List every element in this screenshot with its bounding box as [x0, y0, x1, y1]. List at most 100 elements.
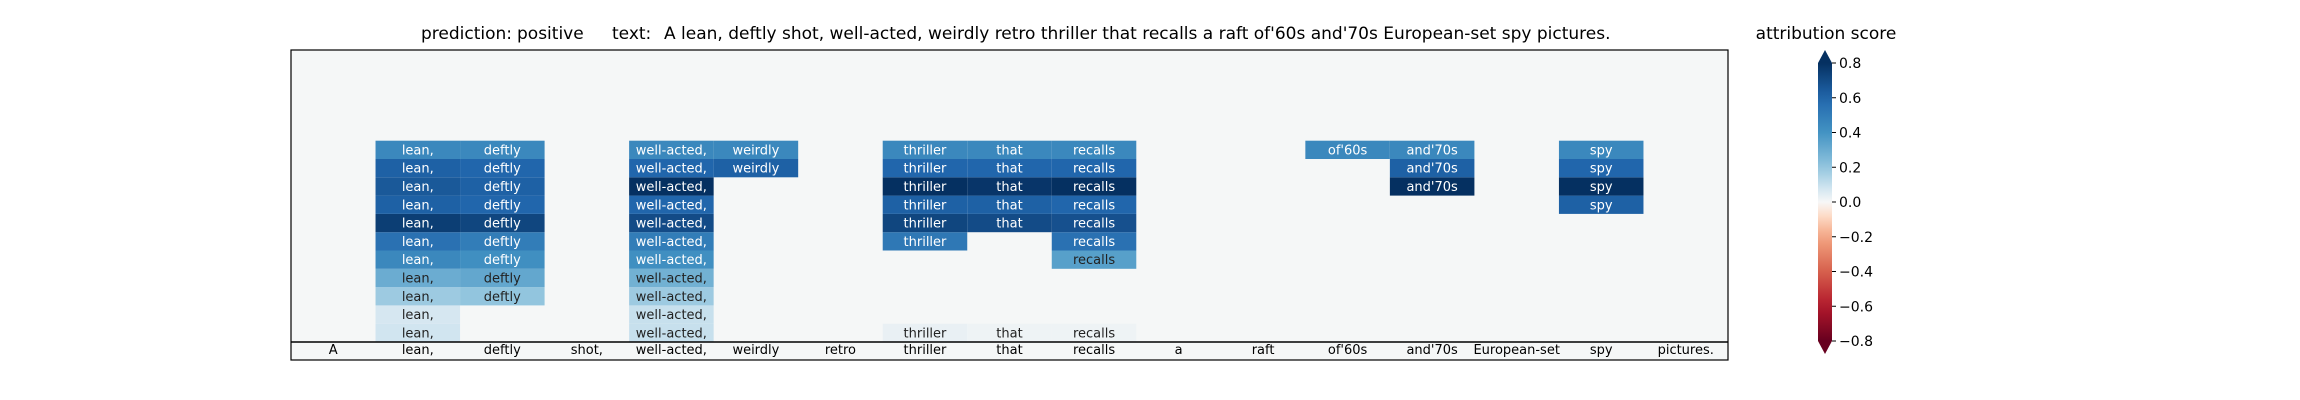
heatmap-cell	[629, 232, 714, 251]
heatmap-cell-label: well-acted,	[636, 326, 707, 341]
heatmap-cell	[460, 140, 545, 159]
heatmap-cell-label: recalls	[1073, 326, 1115, 341]
heatmap-cell	[1051, 177, 1137, 196]
heatmap-cell-label: deftly	[484, 162, 521, 177]
colorbar-tick-label: −0.4	[1839, 265, 1873, 281]
token-label: retro	[825, 343, 856, 358]
heatmap-cell	[460, 159, 545, 178]
heatmap-cell	[1051, 250, 1137, 269]
heatmap-cell-label: that	[996, 217, 1022, 232]
colorbar-tick-label: −0.2	[1839, 230, 1873, 246]
heatmap-cell	[967, 195, 1052, 214]
heatmap-cell-label: that	[996, 143, 1022, 158]
heatmap-cell-label: well-acted,	[636, 290, 707, 305]
heatmap-cell-label: deftly	[484, 290, 521, 305]
heatmap-cell-label: lean,	[402, 217, 434, 232]
heatmap-cell	[629, 140, 714, 159]
heatmap-cell-label: deftly	[484, 253, 521, 268]
heatmap-cell	[460, 232, 545, 251]
heatmap-cell-label: weirdly	[732, 143, 779, 158]
heatmap-cell	[629, 250, 714, 269]
heatmap-cell	[375, 159, 461, 178]
heatmap-cell	[629, 195, 714, 214]
heatmap-cell	[1389, 159, 1475, 178]
heatmap-cell	[460, 177, 545, 196]
heatmap-cell	[375, 268, 461, 288]
heatmap-cell-label: that	[996, 162, 1022, 177]
heatmap-cell	[1389, 140, 1475, 159]
token-label: shot,	[571, 343, 603, 358]
heatmap-cell-label: well-acted,	[636, 271, 707, 286]
token-label: pictures.	[1658, 343, 1714, 358]
heatmap-cell-label: deftly	[484, 180, 521, 195]
heatmap-cell	[629, 213, 714, 233]
heatmap-cell	[1558, 140, 1644, 159]
heatmap-cell-label: that	[996, 198, 1022, 213]
heatmap-cell	[375, 250, 461, 269]
heatmap-cell	[460, 195, 545, 214]
heatmap-cell-label: deftly	[484, 217, 521, 232]
heatmap-cell-label: deftly	[484, 271, 521, 286]
heatmap-cell-label: and'70s	[1406, 162, 1458, 177]
heatmap-cell	[1051, 195, 1137, 214]
token-label: lean,	[402, 343, 434, 358]
heatmap-cell-label: recalls	[1073, 253, 1115, 268]
heatmap-cell-label: well-acted,	[636, 143, 707, 158]
heatmap-cell-label: spy	[1590, 162, 1613, 177]
heatmap-cell	[460, 213, 545, 233]
heatmap-cell	[882, 213, 968, 233]
heatmap-cell	[967, 213, 1052, 233]
heatmap-cell-label: well-acted,	[636, 235, 707, 250]
heatmap-cell	[375, 305, 461, 324]
heatmap-cell-label: thriller	[904, 180, 948, 195]
heatmap-cell	[1051, 323, 1137, 342]
heatmap-cell-label: recalls	[1073, 143, 1115, 158]
heatmap-cell-label: thriller	[904, 198, 948, 213]
token-label: A	[329, 343, 338, 358]
heatmap-cell-label: well-acted,	[636, 217, 707, 232]
text-value: A lean, deftly shot, well-acted, weirdly…	[664, 24, 1611, 44]
heatmap-cell-label: deftly	[484, 143, 521, 158]
heatmap-cell	[375, 177, 461, 196]
heatmap-cell	[375, 287, 461, 306]
heatmap-cells: lean, well-acted, thriller that recalls lean,…	[375, 140, 1644, 342]
heatmap-cell	[1051, 213, 1137, 233]
colorbar-tick-label: −0.6	[1839, 299, 1873, 315]
heatmap-cell	[629, 268, 714, 288]
token-label: that	[996, 343, 1022, 358]
prediction-label: prediction:	[421, 24, 512, 44]
heatmap-cell	[375, 140, 461, 159]
plot-frame	[290, 49, 1729, 361]
colorbar-gradient	[1818, 63, 1832, 341]
heatmap-cell-label: of'60s	[1328, 143, 1368, 158]
heatmap-cell	[460, 287, 545, 306]
heatmap-cell-label: thriller	[904, 326, 948, 341]
heatmap-cell	[629, 287, 714, 306]
heatmap-cell-label: lean,	[402, 253, 434, 268]
heatmap-cell	[882, 232, 968, 251]
text-label: text:	[612, 24, 651, 44]
heatmap-cell-label: thriller	[904, 143, 948, 158]
heatmap-cell	[629, 323, 714, 342]
heatmap-cell	[375, 323, 461, 342]
heatmap-cell-label: lean,	[402, 308, 434, 323]
heatmap-cell	[882, 323, 968, 342]
heatmap-cell-label: thriller	[904, 162, 948, 177]
colorbar-tick-label: 0.0	[1839, 195, 1861, 211]
heatmap-cell-label: well-acted,	[636, 308, 707, 323]
heatmap-cell-label: recalls	[1073, 198, 1115, 213]
heatmap-cell	[882, 195, 968, 214]
heatmap-cell	[967, 323, 1052, 342]
heatmap-cell-label: and'70s	[1406, 180, 1458, 195]
heatmap-cell-label: weirdly	[732, 162, 779, 177]
token-label: European-set	[1473, 343, 1559, 358]
heatmap-cell-label: lean,	[402, 235, 434, 250]
heatmap-cell	[1558, 195, 1644, 214]
heatmap-cell	[882, 140, 968, 159]
heatmap-cell-label: lean,	[402, 198, 434, 213]
colorbar-tick-label: −0.8	[1839, 334, 1873, 350]
heatmap-cell-label: lean,	[402, 162, 434, 177]
token-label: well-acted,	[636, 343, 707, 358]
heatmap-cell-label: well-acted,	[636, 162, 707, 177]
heatmap-cell-label: that	[996, 326, 1022, 341]
